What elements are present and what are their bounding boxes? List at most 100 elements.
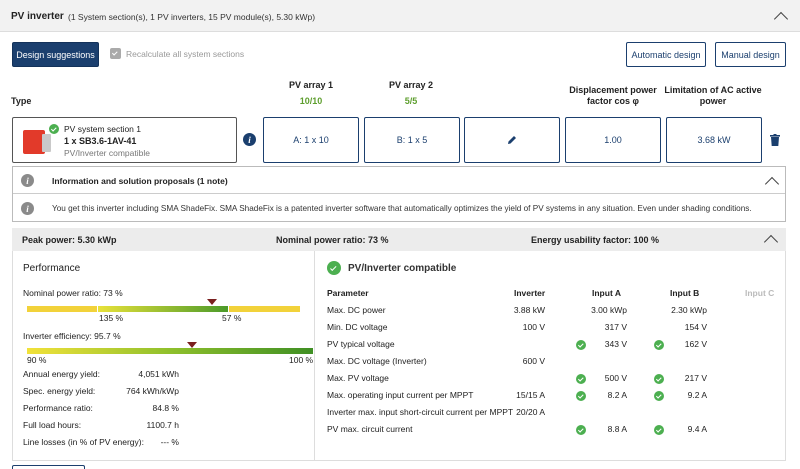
efficiency-marker-icon xyxy=(187,342,197,348)
pv-array-1-header: PV array 1 xyxy=(288,80,334,90)
check-icon xyxy=(576,391,586,401)
compat-row: PV typical voltage 343 V 162 V xyxy=(315,339,786,353)
input-b-header: Input B xyxy=(670,288,700,298)
input-a-cell: 317 V xyxy=(604,322,627,332)
input-a-cell: 3.00 kWp xyxy=(591,305,627,315)
compat-title: PV/Inverter compatible xyxy=(348,263,457,274)
compat-row: Max. operating input current per MPPT 15/… xyxy=(315,390,786,404)
chevron-up-icon[interactable] xyxy=(773,11,789,27)
bottom-button[interactable] xyxy=(12,465,85,469)
input-a-cell: 500 V xyxy=(604,373,627,383)
efficiency-bar xyxy=(27,348,313,354)
usability-factor: Energy usability factor: 100 % xyxy=(531,235,660,245)
inverter-cell: 20/20 A xyxy=(516,407,545,417)
manual-design-button[interactable]: Manual design xyxy=(715,42,786,67)
input-a-cell: 8.2 A xyxy=(607,390,627,400)
compatible-check-icon xyxy=(49,124,59,134)
stat-value: 1100.7 h xyxy=(146,420,179,430)
inverter-cell: 3.88 kW xyxy=(513,305,545,315)
inverter-cell: 600 V xyxy=(522,356,545,366)
info-circle-icon: i xyxy=(21,174,34,187)
performance-title: Performance xyxy=(23,263,81,274)
stat-label: Spec. energy yield: xyxy=(23,386,96,396)
check-icon xyxy=(654,391,664,401)
check-icon xyxy=(654,374,664,384)
param-header: Parameter xyxy=(327,288,369,298)
summary-bar: Peak power: 5.30 kWp Nominal power ratio… xyxy=(12,228,786,251)
inverter-cell: 100 V xyxy=(522,322,545,332)
array-b-cell[interactable]: B: 1 x 5 xyxy=(364,117,460,163)
stat-row: Spec. energy yield: 764 kWh/kWp xyxy=(23,386,313,400)
compat-row: Max. PV voltage 500 V 217 V xyxy=(315,373,786,387)
param-cell: PV max. circuit current xyxy=(327,424,413,434)
inverter-model: 1 x SB3.6-1AV-41 xyxy=(64,136,137,146)
compat-status: PV/Inverter compatible xyxy=(64,148,150,158)
inverter-header-col: Inverter xyxy=(514,288,546,298)
param-cell: Min. DC voltage xyxy=(327,322,388,332)
efficiency-min: 90 % xyxy=(27,355,47,365)
compat-row: Max. DC voltage (Inverter) 600 V xyxy=(315,356,786,370)
compat-row: Min. DC voltage 100 V 317 V 154 V xyxy=(315,322,786,336)
nominal-ratio-bar xyxy=(27,306,300,312)
input-b-cell: 154 V xyxy=(684,322,707,332)
nominal-ratio: Nominal power ratio: 73 % xyxy=(276,235,389,245)
compat-row: PV max. circuit current 8.8 A 9.4 A xyxy=(315,424,786,438)
checkmark-icon xyxy=(111,49,118,56)
check-icon xyxy=(654,340,664,350)
stat-value: --- % xyxy=(160,437,179,447)
design-suggestions-button[interactable]: Design suggestions xyxy=(12,42,99,67)
inverter-cell: 15/15 A xyxy=(516,390,545,400)
param-cell: Max. PV voltage xyxy=(327,373,389,383)
input-b-cell: 9.4 A xyxy=(687,424,707,434)
info-icon[interactable]: i xyxy=(243,133,256,146)
efficiency-label: Inverter efficiency: 95.7 % xyxy=(23,331,121,341)
pv-array-1-count: 10/10 xyxy=(299,96,323,106)
nominal-marker-icon xyxy=(207,299,217,305)
param-cell: Max. DC voltage (Inverter) xyxy=(327,356,427,366)
chevron-up-icon[interactable] xyxy=(763,234,779,250)
ac-limit-cell[interactable]: 3.68 kW xyxy=(666,117,762,163)
info-title: Information and solution proposals (1 no… xyxy=(52,176,228,186)
param-cell: Inverter max. input short-circuit curren… xyxy=(327,407,514,417)
automatic-design-button[interactable]: Automatic design xyxy=(626,42,706,67)
performance-panel: Performance Nominal power ratio: 73 % 13… xyxy=(12,251,315,461)
cos-phi-cell[interactable]: 1.00 xyxy=(565,117,661,163)
stat-label: Line losses (in % of PV energy): xyxy=(23,437,144,447)
section-name: PV system section 1 xyxy=(64,124,142,134)
param-cell: PV typical voltage xyxy=(327,339,395,349)
edit-button[interactable] xyxy=(464,117,560,163)
input-a-cell: 8.8 A xyxy=(607,424,627,434)
stat-row: Full load hours: 1100.7 h xyxy=(23,420,313,434)
param-cell: Max. DC power xyxy=(327,305,386,315)
nominal-ratio-label: Nominal power ratio: 73 % xyxy=(23,288,123,298)
input-b-cell: 162 V xyxy=(684,339,707,349)
stat-value: 4,051 kWh xyxy=(138,369,179,379)
param-cell: Max. operating input current per MPPT xyxy=(327,390,474,400)
pv-array-2-header: PV array 2 xyxy=(388,80,434,90)
pencil-icon xyxy=(508,136,516,144)
stat-value: 764 kWh/kWp xyxy=(126,386,179,396)
page-title: PV inverter xyxy=(11,11,64,22)
stat-row: Performance ratio: 84.8 % xyxy=(23,403,313,417)
stat-row: Line losses (in % of PV energy): --- % xyxy=(23,437,313,451)
info-circle-icon: i xyxy=(21,202,34,215)
system-section-card[interactable]: PV system section 1 1 x SB3.6-1AV-41 PV/… xyxy=(12,117,237,163)
nominal-mark-b: 57 % xyxy=(222,313,242,323)
input-a-header: Input A xyxy=(592,288,621,298)
stat-label: Full load hours: xyxy=(23,420,82,430)
check-icon xyxy=(576,374,586,384)
nominal-mark-a: 135 % xyxy=(99,313,124,323)
array-a-cell[interactable]: A: 1 x 10 xyxy=(263,117,359,163)
inverter-header: PV inverter (1 System section(s), 1 PV i… xyxy=(0,0,800,32)
inverter-image xyxy=(22,126,52,156)
cos-phi-header: Displacement power factor cos φ xyxy=(569,85,657,106)
stat-row: Annual energy yield: 4,051 kWh xyxy=(23,369,313,383)
stat-label: Performance ratio: xyxy=(23,403,93,413)
header-summary: (1 System section(s), 1 PV inverters, 15… xyxy=(68,12,316,22)
recalculate-label: Recalculate all system sections xyxy=(126,49,245,59)
compat-row: Max. DC power 3.88 kW 3.00 kWp 2.30 kWp xyxy=(315,305,786,319)
peak-power: Peak power: 5.30 kWp xyxy=(22,235,117,245)
check-icon xyxy=(654,425,664,435)
trash-icon[interactable] xyxy=(770,134,780,148)
recalculate-checkbox[interactable] xyxy=(110,48,121,59)
